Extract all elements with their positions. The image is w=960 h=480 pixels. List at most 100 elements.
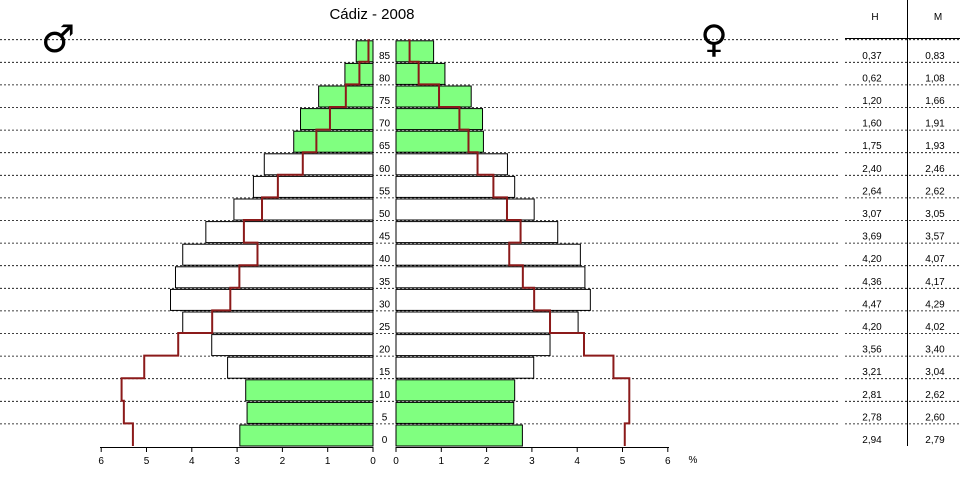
male-x-tick-label: 1 bbox=[325, 456, 331, 467]
table-male-value-0: 2,94 bbox=[862, 435, 882, 446]
female-bar-50 bbox=[395, 198, 535, 221]
male-bar-70 bbox=[300, 108, 374, 131]
age-label-30: 30 bbox=[379, 299, 391, 310]
age-label-85: 85 bbox=[379, 51, 391, 62]
female-x-tick-label: 5 bbox=[620, 456, 626, 467]
male-bar-0 bbox=[239, 424, 374, 447]
male-bar-65 bbox=[293, 130, 374, 153]
table-header-female: M bbox=[934, 12, 942, 23]
male-bar-5 bbox=[246, 401, 374, 424]
table-male-value-60: 2,40 bbox=[862, 164, 882, 175]
female-x-tick-label: 3 bbox=[529, 456, 535, 467]
male-x-tick-label: 4 bbox=[189, 456, 195, 467]
age-label-75: 75 bbox=[379, 96, 391, 107]
female-bar-85 bbox=[395, 40, 435, 63]
age-label-0: 0 bbox=[382, 435, 388, 446]
female-bar-80 bbox=[395, 62, 446, 85]
table-female-value-20: 3,40 bbox=[925, 345, 945, 356]
table-male-value-50: 3,07 bbox=[862, 209, 882, 220]
age-label-5: 5 bbox=[382, 412, 388, 423]
table-female-value-85: 0,83 bbox=[925, 51, 945, 62]
male-bar-15 bbox=[227, 356, 374, 379]
table-male-value-35: 4,36 bbox=[862, 277, 882, 288]
table-male-value-30: 4,47 bbox=[862, 299, 882, 310]
female-bar-35 bbox=[395, 266, 586, 289]
age-label-10: 10 bbox=[379, 390, 391, 401]
table-male-value-15: 3,21 bbox=[862, 367, 882, 378]
male-bar-85 bbox=[355, 40, 374, 63]
table-female-value-50: 3,05 bbox=[925, 209, 945, 220]
age-label-35: 35 bbox=[379, 277, 391, 288]
female-comparison-line bbox=[408, 39, 631, 446]
table-male-value-65: 1,75 bbox=[862, 141, 882, 152]
table-male-value-20: 3,56 bbox=[862, 345, 882, 356]
table-male-value-5: 2,78 bbox=[862, 412, 882, 423]
table-male-value-45: 3,69 bbox=[862, 232, 882, 243]
table-female-value-0: 2,79 bbox=[925, 435, 945, 446]
male-bar-35 bbox=[174, 266, 374, 289]
table-female-value-60: 2,46 bbox=[925, 164, 945, 175]
male-bar-10 bbox=[245, 379, 374, 402]
male-x-tick-label: 6 bbox=[98, 456, 104, 467]
table-female-value-70: 1,91 bbox=[925, 119, 945, 130]
female-bar-0 bbox=[395, 424, 523, 447]
table-female-value-35: 4,17 bbox=[925, 277, 945, 288]
female-bar-60 bbox=[395, 153, 508, 176]
male-comparison-line bbox=[120, 39, 370, 446]
age-label-55: 55 bbox=[379, 186, 391, 197]
female-bar-55 bbox=[395, 175, 516, 198]
female-bar-40 bbox=[395, 243, 581, 266]
chart-title: Cádiz - 2008 bbox=[329, 6, 414, 23]
male-symbol: ♂ bbox=[41, 17, 75, 61]
male-x-tick-label: 2 bbox=[280, 456, 286, 467]
female-bar-10 bbox=[395, 379, 516, 402]
male-bar-40 bbox=[182, 243, 374, 266]
table-male-value-55: 2,64 bbox=[862, 186, 882, 197]
table-male-value-85: 0,37 bbox=[862, 51, 882, 62]
table-male-value-80: 0,62 bbox=[862, 73, 882, 84]
male-bar-55 bbox=[252, 175, 374, 198]
table-header-male: H bbox=[871, 12, 878, 23]
male-bar-50 bbox=[233, 198, 374, 221]
female-bar-45 bbox=[395, 221, 559, 244]
male-bar-25 bbox=[182, 311, 374, 334]
table-female-value-75: 1,66 bbox=[925, 96, 945, 107]
female-bar-15 bbox=[395, 356, 535, 379]
female-x-tick-label: 4 bbox=[574, 456, 580, 467]
male-bar-60 bbox=[263, 153, 374, 176]
age-label-20: 20 bbox=[379, 345, 391, 356]
age-label-60: 60 bbox=[379, 164, 391, 175]
female-x-tick-label: 6 bbox=[665, 456, 671, 467]
female-symbol: ♀ bbox=[700, 17, 728, 61]
male-x-tick-label: 5 bbox=[144, 456, 150, 467]
x-unit-label: % bbox=[689, 455, 698, 466]
table-female-value-30: 4,29 bbox=[925, 299, 945, 310]
age-label-40: 40 bbox=[379, 254, 391, 265]
table-female-value-55: 2,62 bbox=[925, 186, 945, 197]
female-bar-25 bbox=[395, 311, 579, 334]
table-male-value-70: 1,60 bbox=[862, 119, 882, 130]
table-female-value-65: 1,93 bbox=[925, 141, 945, 152]
age-label-45: 45 bbox=[379, 232, 391, 243]
female-bar-20 bbox=[395, 334, 551, 357]
female-bar-75 bbox=[395, 85, 472, 108]
female-bar-30 bbox=[395, 288, 591, 311]
male-bar-20 bbox=[211, 334, 374, 357]
female-bar-70 bbox=[395, 108, 484, 131]
female-bar-65 bbox=[395, 130, 484, 153]
male-bar-45 bbox=[205, 221, 374, 244]
table-female-value-45: 3,57 bbox=[925, 232, 945, 243]
female-x-tick-label: 2 bbox=[484, 456, 490, 467]
age-label-65: 65 bbox=[379, 141, 391, 152]
table-male-value-40: 4,20 bbox=[862, 254, 882, 265]
table-male-value-25: 4,20 bbox=[862, 322, 882, 333]
age-label-70: 70 bbox=[379, 119, 391, 130]
table-male-value-10: 2,81 bbox=[862, 390, 882, 401]
table-female-value-15: 3,04 bbox=[925, 367, 945, 378]
table-female-value-25: 4,02 bbox=[925, 322, 945, 333]
male-x-tick-label: 0 bbox=[370, 456, 376, 467]
male-bar-30 bbox=[170, 288, 374, 311]
table-female-value-80: 1,08 bbox=[925, 73, 945, 84]
table-female-value-5: 2,60 bbox=[925, 412, 945, 423]
